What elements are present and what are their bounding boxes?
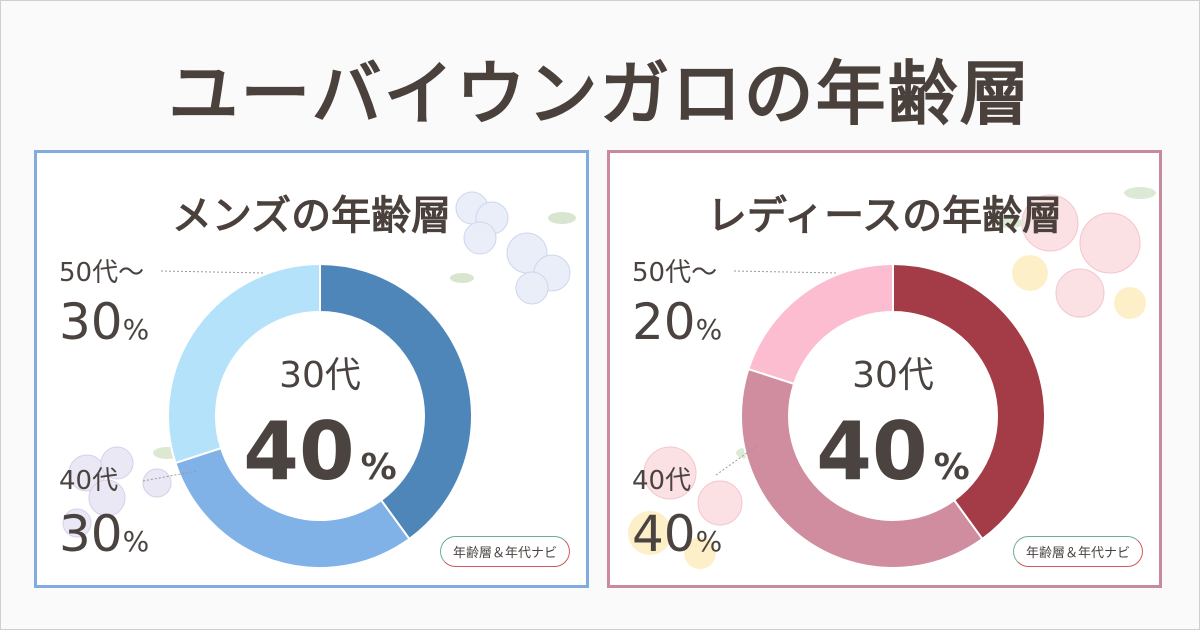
womens-label-50s-category: 50代～	[632, 258, 717, 288]
mens-label-50s-value: 30%	[59, 293, 149, 351]
mens-50s-percent: 30	[59, 293, 123, 351]
womens-50s-percent: 20	[632, 293, 696, 351]
flower-decoration-icon	[996, 187, 1156, 319]
womens-center-category: 30代	[852, 355, 934, 396]
womens-center-value: 40%	[816, 405, 969, 498]
site-badge: 年齢層＆年代ナビ	[439, 536, 570, 567]
mens-center-category: 30代	[279, 355, 361, 396]
flower-decoration-icon	[628, 446, 764, 569]
womens-center-unit: %	[934, 447, 970, 488]
womens-slice-1	[892, 262, 1046, 541]
mens-slice-3	[167, 262, 321, 465]
womens-center-percent: 40	[816, 405, 927, 498]
womens-40s-unit: %	[696, 525, 723, 558]
mens-donut-chart: 50代～ 30% 40代 30% 30代 40%	[59, 258, 473, 569]
site-badge: 年齢層＆年代ナビ	[1012, 536, 1143, 567]
mens-label-40s-category: 40代	[59, 466, 118, 496]
mens-chart-title: メンズの年齢層	[171, 193, 452, 239]
womens-panel: レディースの年齢層 50代～ 20% 40代 40% 30代 40% 年齢層＆年…	[607, 150, 1162, 588]
womens-slice-3	[747, 262, 894, 386]
womens-label-40s-value: 40%	[632, 505, 722, 563]
mens-50s-unit: %	[123, 313, 150, 346]
womens-slice-2	[740, 367, 984, 569]
womens-label-50s-value: 20%	[632, 293, 722, 351]
page-title: ユーバイウンガロの年齢層	[168, 53, 1032, 135]
leader-line-40s	[715, 444, 759, 476]
mens-label-50s-category: 50代～	[59, 258, 144, 288]
flower-decoration-icon	[450, 191, 576, 305]
womens-chart-title: レディースの年齢層	[706, 193, 1063, 239]
womens-label-40s-category: 40代	[632, 466, 691, 496]
mens-panel: メンズの年齢層 50代～ 30% 40代 30% 30代 40% 年齢層＆年代ナ…	[34, 150, 589, 588]
mens-40s-unit: %	[123, 525, 150, 558]
flower-decoration-icon	[62, 446, 181, 538]
mens-center-value: 40%	[243, 405, 396, 498]
leader-line-50s	[160, 270, 266, 274]
mens-40s-percent: 30	[59, 505, 123, 563]
mens-center-unit: %	[361, 447, 397, 488]
leader-line-50s	[733, 270, 839, 274]
womens-donut-chart: 50代～ 20% 40代 40% 30代 40%	[632, 258, 1046, 569]
mens-center-percent: 40	[243, 405, 354, 498]
leader-line-40s	[142, 470, 198, 482]
mens-slice-1	[319, 262, 473, 541]
womens-40s-percent: 40	[632, 505, 696, 563]
mens-label-40s-value: 30%	[59, 505, 149, 563]
womens-50s-unit: %	[696, 313, 723, 346]
